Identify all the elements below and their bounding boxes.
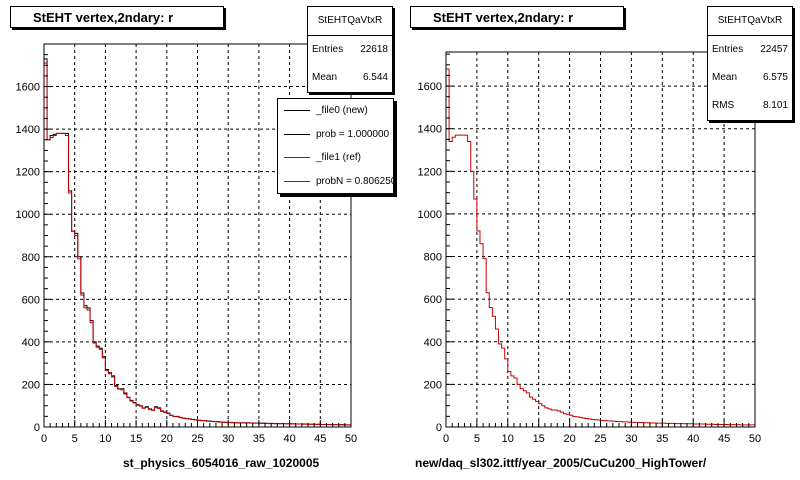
right-histogram-plot: 0 5 10 15 20 25 30 35 40 45 50 0 200 400 600 800 1000 120… xyxy=(418,51,761,445)
y-tick-label: 800 xyxy=(424,252,442,264)
x-tick-label: 35 xyxy=(656,433,668,445)
right-stats-row-mean: Mean 6.575 xyxy=(708,64,792,92)
y-tick-label: 1000 xyxy=(418,209,442,221)
stats-value: 6.575 xyxy=(762,72,788,83)
right-histogram-panel: 0 5 10 15 20 25 30 35 40 45 50 0 200 400 600 800 1000 120… xyxy=(400,0,800,480)
x-tick-label: 40 xyxy=(283,433,295,445)
y-tick-label: 0 xyxy=(436,422,442,434)
x-tick-label: 15 xyxy=(533,433,545,445)
x-tick-label: 10 xyxy=(502,433,514,445)
x-tick-label: 0 xyxy=(41,433,47,445)
right-x-axis-label: new/daq_sl302.ittf/year_2005/CuCu200_Hig… xyxy=(415,456,707,470)
y-tick-label: 600 xyxy=(22,294,40,306)
legend-label: _file0 (new) xyxy=(316,105,368,116)
x-tick-label: 20 xyxy=(563,433,575,445)
right-stats-name: StEHTQaVtxR xyxy=(708,7,792,36)
stats-label: Entries xyxy=(312,44,344,55)
legend-entry: _file1 (ref) xyxy=(278,146,393,170)
x-tick-label: 50 xyxy=(749,433,761,445)
left-x-axis-label: st_physics_6054016_raw_1020005 xyxy=(123,456,320,470)
x-tick-label: 30 xyxy=(625,433,637,445)
y-tick-label: 1600 xyxy=(16,82,40,94)
y-tick-label: 600 xyxy=(424,294,442,306)
left-histogram-panel: 0 5 10 15 20 25 30 35 40 45 50 0 200 400 600 800 1000 120… xyxy=(10,6,394,470)
x-tick-label: 50 xyxy=(345,433,357,445)
stats-value: 6.544 xyxy=(362,72,388,83)
legend-entry: probN = 0.806250 xyxy=(278,170,393,194)
x-tick-label: 15 xyxy=(130,433,142,445)
right-stats-row-entries: Entries 22457 xyxy=(708,36,792,64)
x-tick-label: 25 xyxy=(594,433,606,445)
x-tick-label: 30 xyxy=(222,433,234,445)
right-stats-row-rms: RMS 8.101 xyxy=(708,92,792,120)
left-stats-name: StEHTQaVtxR xyxy=(308,7,392,36)
right-stats-box: StEHTQaVtxR Entries 22457 Mean 6.575 RMS… xyxy=(707,6,793,121)
left-histogram-plot: 0 5 10 15 20 25 30 35 40 45 50 0 200 400 600 800 1000 120… xyxy=(16,43,357,445)
stats-label: Mean xyxy=(712,72,738,83)
left-stats-box: StEHTQaVtxR Entries 22618 Mean 6.544 xyxy=(307,6,393,93)
legend-entry: prob = 1.000000 xyxy=(278,123,393,147)
left-histogram-title: StEHT vertex,2ndary: r xyxy=(10,6,224,28)
y-tick-label: 1400 xyxy=(16,124,40,136)
y-tick-label: 400 xyxy=(424,337,442,349)
legend-entry: _file0 (new) xyxy=(278,99,393,123)
x-tick-label: 40 xyxy=(687,433,699,445)
left-stats-row-mean: Mean 6.544 xyxy=(308,64,392,92)
stats-value: 22618 xyxy=(360,44,388,55)
x-tick-label: 45 xyxy=(314,433,326,445)
y-tick-label: 1000 xyxy=(16,209,40,221)
x-tick-label: 10 xyxy=(99,433,111,445)
histogram-series-line xyxy=(446,68,755,426)
stats-value: 8.101 xyxy=(762,100,788,111)
y-tick-label: 1200 xyxy=(16,167,40,179)
legend-line-swatch xyxy=(284,157,310,158)
left-stats-row-entries: Entries 22618 xyxy=(308,36,392,64)
x-tick-label: 5 xyxy=(474,433,480,445)
y-tick-label: 1600 xyxy=(418,81,442,93)
legend-label: probN = 0.806250 xyxy=(316,175,394,187)
legend-line-swatch xyxy=(284,110,310,111)
x-tick-label: 35 xyxy=(253,433,265,445)
legend-label: prob = 1.000000 xyxy=(316,128,390,140)
stats-value: 22457 xyxy=(760,44,788,55)
y-tick-label: 1200 xyxy=(418,166,442,178)
stats-label: Mean xyxy=(312,72,338,83)
histogram-series-line xyxy=(44,62,351,426)
stats-label: Entries xyxy=(712,44,744,55)
y-tick-label: 1400 xyxy=(418,124,442,136)
legend-line-swatch xyxy=(284,133,310,135)
left-legend: _file0 (new) prob = 1.000000 _file1 (ref… xyxy=(277,98,394,194)
y-tick-label: 200 xyxy=(424,379,442,391)
x-tick-label: 20 xyxy=(161,433,173,445)
y-tick-label: 800 xyxy=(22,252,40,264)
x-tick-label: 5 xyxy=(72,433,78,445)
x-tick-label: 45 xyxy=(718,433,730,445)
legend-label: _file1 (ref) xyxy=(316,152,362,163)
y-tick-label: 200 xyxy=(22,379,40,391)
y-tick-label: 400 xyxy=(22,337,40,349)
y-tick-label: 0 xyxy=(34,422,40,434)
legend-line-swatch xyxy=(284,180,310,182)
right-histogram-title: StEHT vertex,2ndary: r xyxy=(410,6,624,28)
x-tick-label: 25 xyxy=(191,433,203,445)
stats-label: RMS xyxy=(712,100,735,111)
x-tick-label: 0 xyxy=(443,433,449,445)
